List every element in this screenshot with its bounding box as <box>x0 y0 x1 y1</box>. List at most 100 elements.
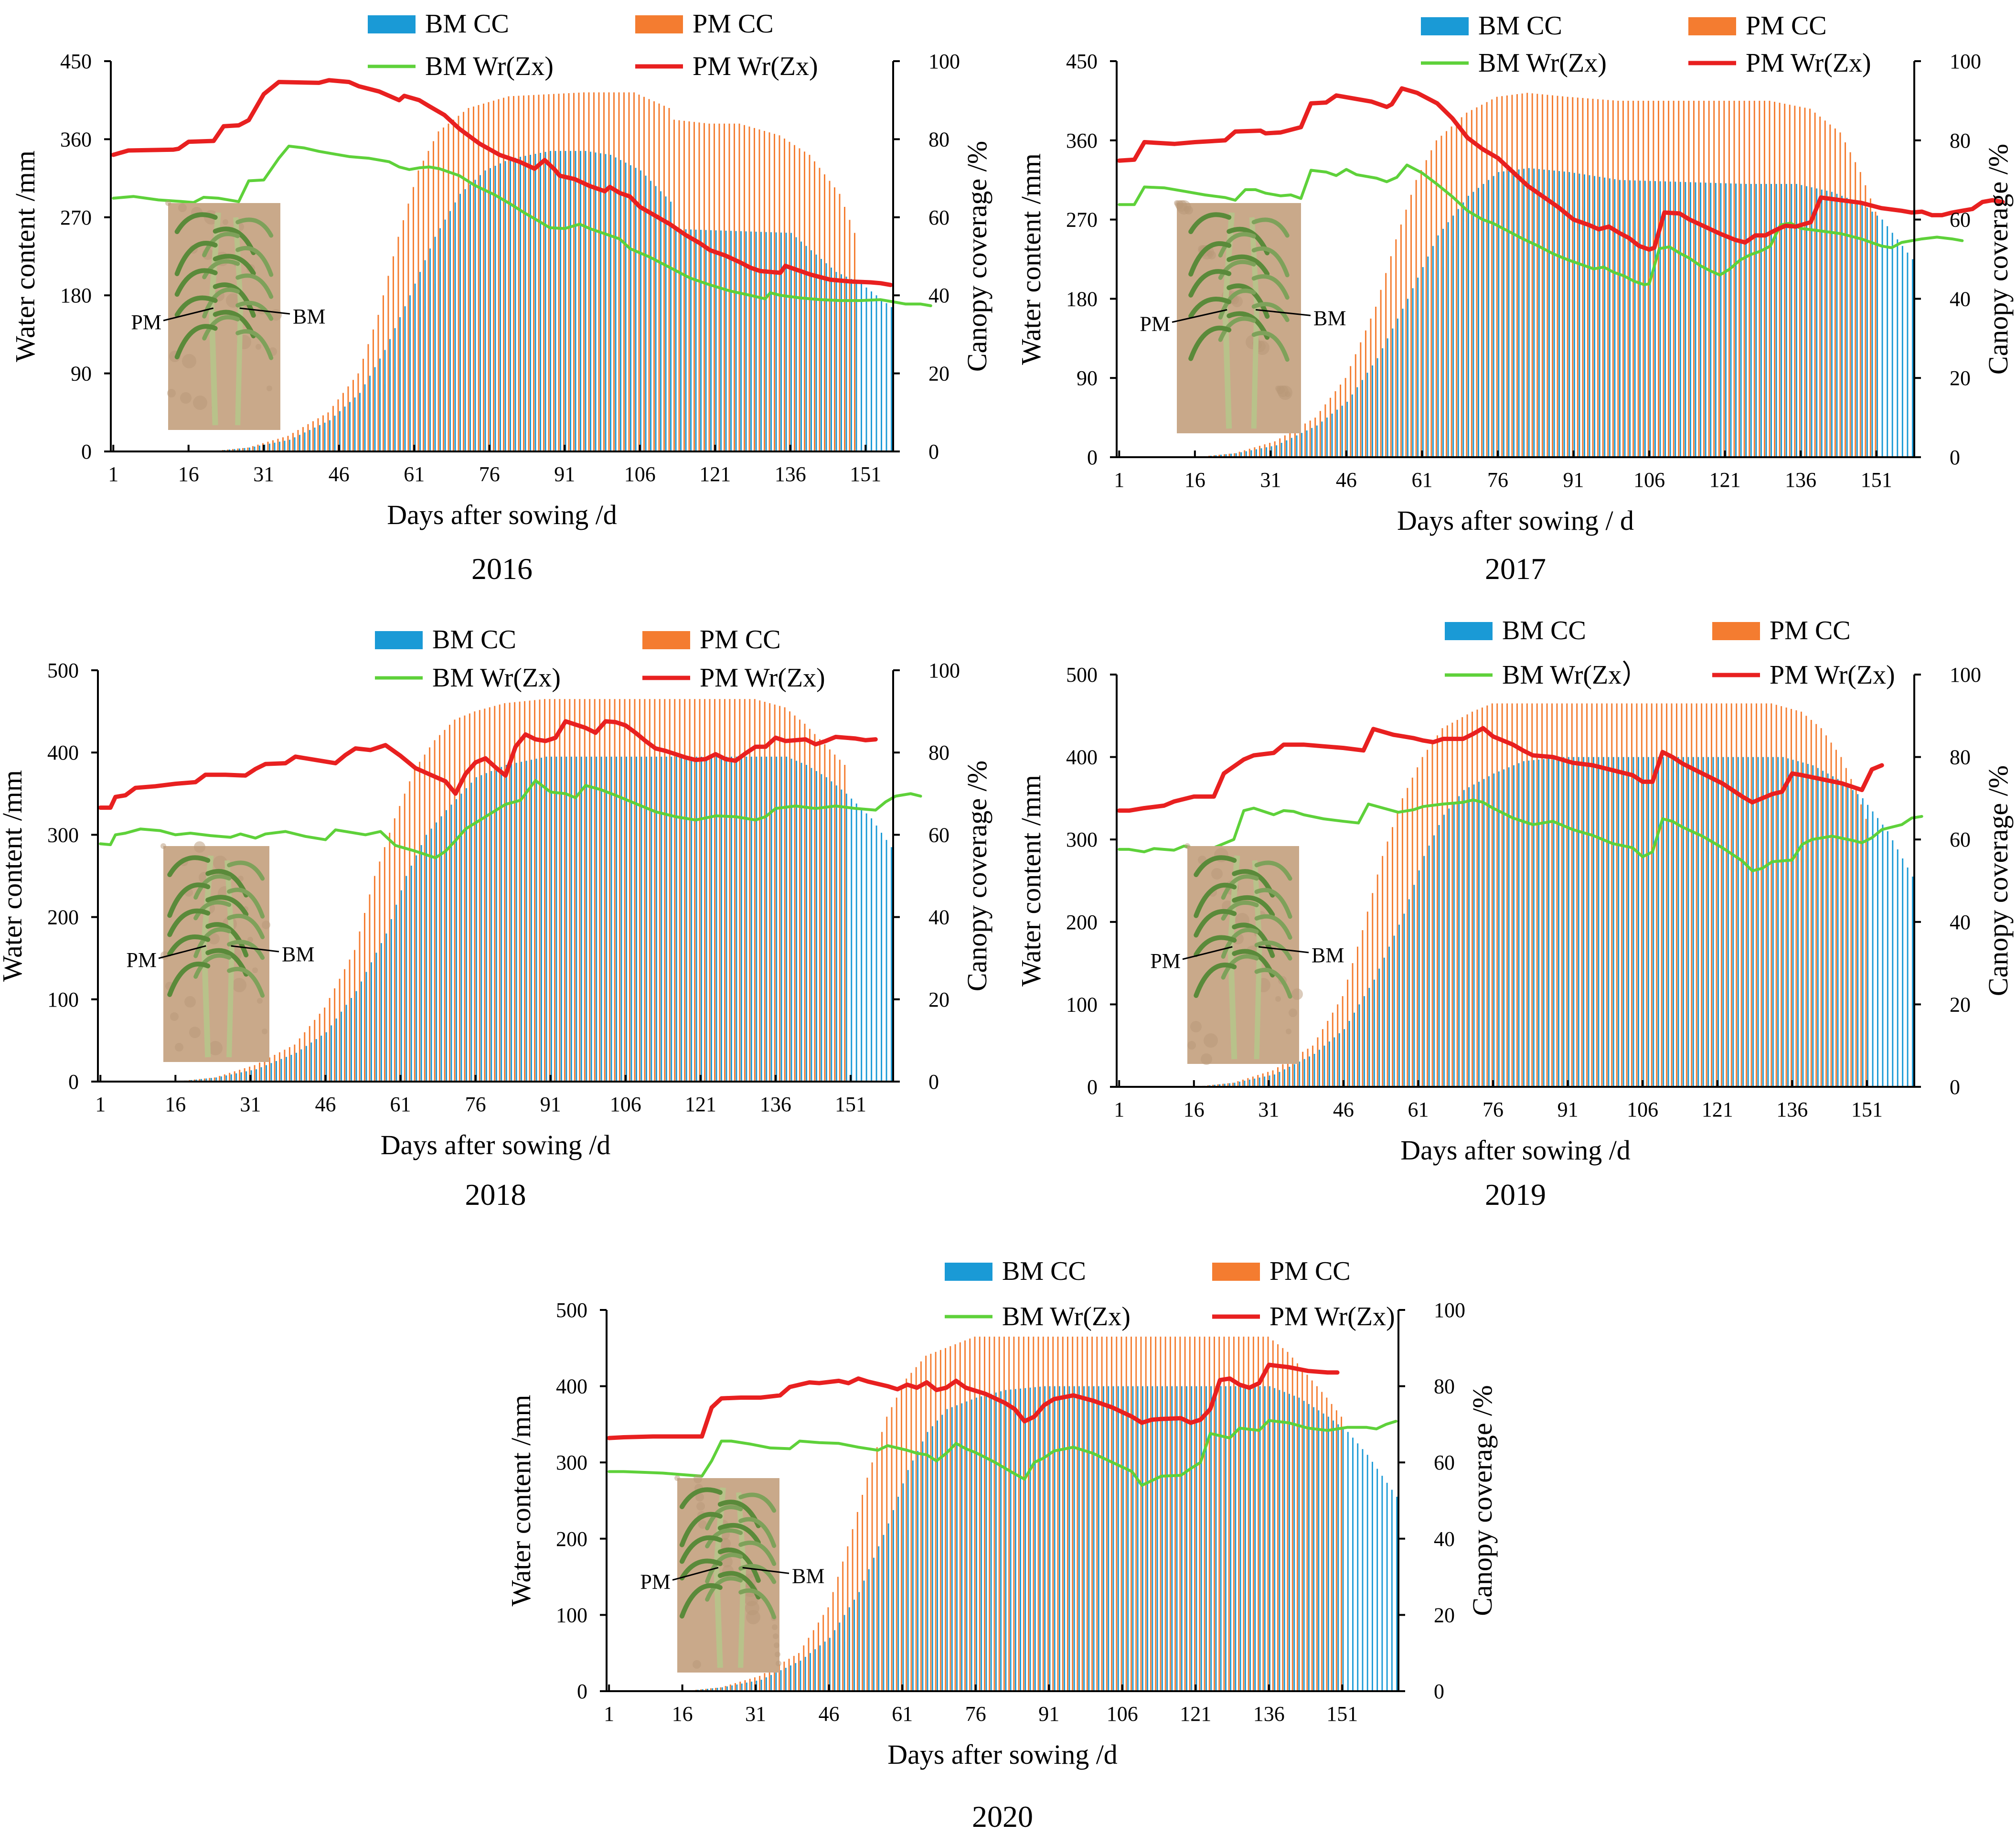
bm-cc-bar <box>1614 179 1616 457</box>
pm-cc-bar <box>1326 1397 1328 1691</box>
bm-cc-bar <box>1877 818 1878 1087</box>
sand-speck <box>1291 988 1303 1000</box>
bm-cc-bar <box>420 845 422 1082</box>
pm-cc-bar <box>1451 126 1452 457</box>
pm-cc-bar <box>329 998 331 1082</box>
pm-cc-bar <box>1316 1386 1318 1691</box>
y2-axis-title: Canopy coverage /% <box>961 761 992 991</box>
legend-label-bm-cc: BM CC <box>425 9 509 39</box>
bm-cc-bar <box>339 411 341 451</box>
bm-cc-bar <box>875 826 877 1082</box>
bm-cc-bar <box>863 1580 865 1691</box>
pm-cc-bar <box>1258 1336 1259 1691</box>
pm-cc-bar <box>1632 100 1634 457</box>
bm-cc-bar <box>1289 1066 1291 1087</box>
bm-cc-bar <box>410 865 412 1082</box>
bm-cc-bar <box>1020 1388 1021 1691</box>
bm-cc-bar <box>1254 1386 1256 1691</box>
bm-cc-bar <box>705 230 707 451</box>
bm-leaf <box>738 1588 777 1620</box>
bm-cc-bar <box>1044 1386 1046 1691</box>
bm-cc-bar <box>1735 183 1737 458</box>
bm-cc-bar <box>575 150 576 451</box>
bm-cc-bars <box>1205 168 1913 458</box>
pm-cc-bar <box>334 988 336 1082</box>
x-tick-label: 31 <box>745 1702 766 1726</box>
bm-cc-bar <box>1205 1386 1207 1691</box>
bm-cc-bar <box>355 991 357 1082</box>
bm-cc-bar <box>766 756 768 1082</box>
bm-cc-bar <box>334 416 336 451</box>
pm-cc-bar <box>213 1077 215 1082</box>
pm-cc-bar <box>1150 1336 1152 1691</box>
y-tick-label: 300 <box>556 1451 587 1474</box>
bm-cc-bar <box>931 1426 933 1691</box>
bm-cc-bar <box>861 808 863 1082</box>
bm-cc-bar <box>821 774 822 1082</box>
bm-cc-bar <box>341 1011 342 1082</box>
pm-cc-bar <box>1774 101 1776 457</box>
bm-cc-bar <box>675 756 677 1082</box>
bm-cc-bar <box>785 233 787 451</box>
panel-title: 2019 <box>1485 1178 1546 1212</box>
pm-cc-bar <box>945 1348 947 1691</box>
pm-cc-bar <box>1587 98 1589 457</box>
pm-leaf <box>717 1523 761 1545</box>
bm-cc-bar <box>1752 757 1754 1087</box>
pm-cc-bar <box>1730 703 1732 1087</box>
bm-cc-bar <box>429 248 431 451</box>
pm-cc-bar <box>379 861 381 1082</box>
y2-tick-label: 80 <box>1950 746 1971 769</box>
bm-cc-bar <box>1214 1084 1216 1087</box>
pm-cc-bar <box>1825 735 1827 1087</box>
bm-cc-bar <box>1553 171 1555 458</box>
pm-cc-bar <box>1451 722 1453 1087</box>
bm-cc-bar <box>1518 169 1520 457</box>
bm-cc-bar <box>855 803 857 1082</box>
bm-cc-bar <box>1346 401 1348 457</box>
pm-cc-bar <box>403 220 404 451</box>
pm-cc-bar <box>558 94 560 452</box>
bm-cc-bar <box>315 1039 317 1082</box>
pm-cc-bar <box>659 699 661 1082</box>
bm-cc-bar <box>1181 1386 1183 1691</box>
y2-tick-label: 0 <box>928 440 939 463</box>
bm-cc-bar <box>1289 1394 1290 1691</box>
bm-cc-bar <box>1508 767 1510 1087</box>
pm-cc-bar <box>649 699 651 1082</box>
bm-cc-bar <box>1311 428 1313 457</box>
bm-cc-bar <box>750 231 752 451</box>
bm-cc-bar <box>354 397 356 451</box>
x-tick-label: 151 <box>1851 1098 1883 1121</box>
panel-title: 2017 <box>1485 552 1546 586</box>
pm-pointer <box>158 945 206 959</box>
pm-cc-bar <box>834 754 836 1082</box>
bm-cc-bar <box>819 1645 821 1691</box>
pm-cc-bar <box>1037 1336 1039 1691</box>
pm-cc-bar <box>528 95 530 452</box>
pm-cc-bar <box>734 699 736 1082</box>
bm-cc-bar <box>1817 768 1819 1087</box>
bm-cc-bar <box>1224 1083 1226 1087</box>
bm-leaf <box>193 927 232 958</box>
bm-cc-bar <box>510 159 511 451</box>
bm-cc-bar <box>1274 1388 1276 1691</box>
pm-cc-bar <box>312 421 314 451</box>
pm-cc-bar <box>1641 703 1643 1087</box>
pm-cc-bar <box>827 1607 829 1691</box>
pm-cc-bar <box>1606 703 1608 1087</box>
pm-cc-bar <box>1794 106 1796 457</box>
bm-cc-bar <box>775 232 777 451</box>
pm-cc-bar <box>553 94 555 452</box>
pm-cc-bar <box>1062 1336 1064 1691</box>
bm-cc-bar <box>454 202 456 451</box>
pm-cc-bar <box>504 703 506 1082</box>
bm-cc-bar <box>1639 181 1641 458</box>
pm-cc-bar <box>304 1032 306 1082</box>
y2-tick-label: 20 <box>928 362 949 386</box>
pm-cc-bar <box>1501 96 1503 457</box>
pm-cc-bar <box>729 1684 731 1691</box>
pm-cc-bar <box>949 1346 951 1691</box>
pm-cc-bar <box>698 122 700 451</box>
